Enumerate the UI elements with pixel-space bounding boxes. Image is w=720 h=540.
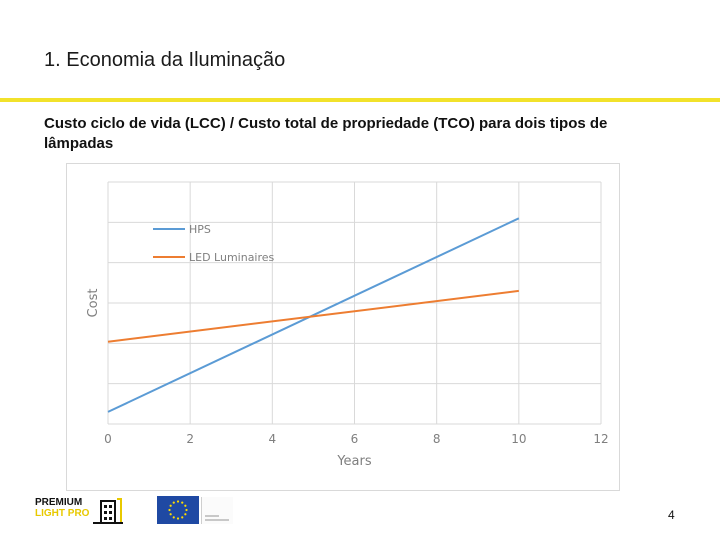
legend-label-1: LED Luminaires [189,251,275,264]
building-icon [93,498,123,524]
x-tick-label: 12 [593,432,608,446]
x-axis-ticks: 0 2 4 6 8 10 12 [104,432,608,446]
x-tick-label: 6 [351,432,359,446]
logo-line-2: LIGHT PRO [35,508,90,519]
chart-legend: HPS LED Luminaires [153,223,275,264]
lcc-line-chart: 0 2 4 6 8 10 12 HPS LED Luminaires Years Cost [86,181,609,469]
y-axis-title: Cost [86,289,101,318]
x-tick-label: 0 [104,432,112,446]
series-line-1 [107,289,519,343]
page-number: 4 [668,508,675,522]
title-underline [0,98,720,102]
series-line-0 [107,217,520,413]
eu-flag-icon [157,496,199,524]
logo-line-1: PREMIUM [35,497,83,508]
legend-label-0: HPS [189,223,211,236]
chart-frame: 0 2 4 6 8 10 12 HPS LED Luminaires Years Cost [66,163,620,491]
x-tick-label: 2 [186,432,194,446]
eu-funding-note [201,497,233,524]
x-tick-label: 10 [511,432,526,446]
slide-title: 1. Economia da Iluminação [44,49,286,71]
x-tick-label: 4 [269,432,277,446]
x-axis-title: Years [336,454,372,469]
x-tick-label: 8 [433,432,441,446]
premium-light-pro-logo: PREMIUM LIGHT PRO [35,494,127,526]
slide-subtitle: Custo ciclo de vida (LCC) / Custo total … [44,115,608,152]
chart-series [107,217,520,413]
chart-grid [107,181,602,425]
